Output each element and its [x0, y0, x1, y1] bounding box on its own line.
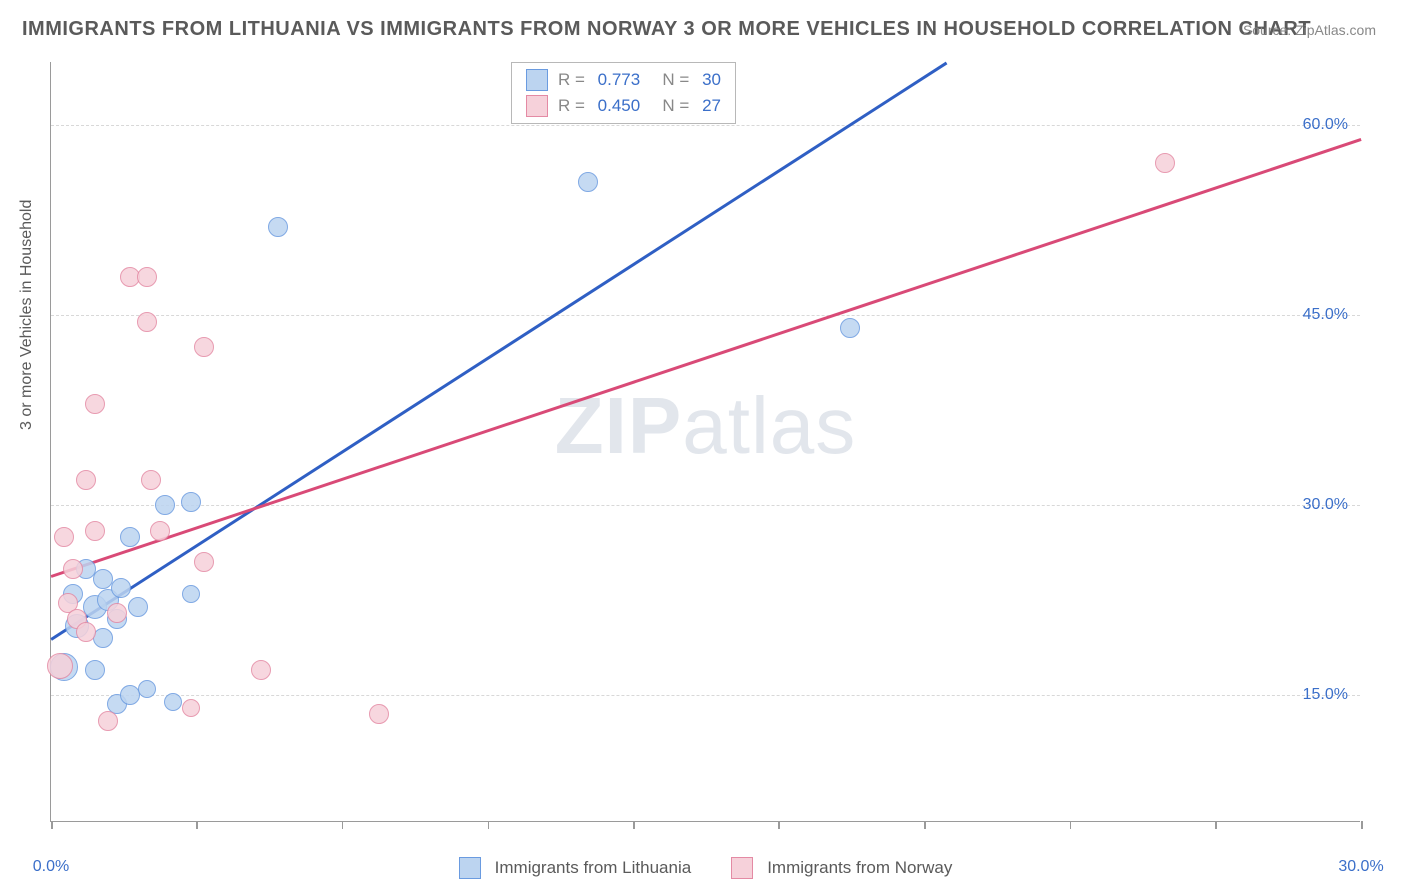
x-tick-label: 30.0% — [1338, 858, 1383, 876]
scatter-marker — [182, 585, 200, 603]
scatter-marker — [47, 653, 73, 679]
scatter-marker — [194, 552, 214, 572]
r-label: R = — [558, 96, 585, 116]
legend-swatch-lithuania — [459, 857, 481, 879]
source-attribution: Source: ZipAtlas.com — [1243, 22, 1376, 38]
scatter-marker — [128, 597, 148, 617]
gridline-horizontal — [51, 125, 1360, 126]
scatter-marker — [840, 318, 860, 338]
scatter-marker — [85, 521, 105, 541]
gridline-horizontal — [51, 695, 1360, 696]
scatter-marker — [76, 470, 96, 490]
scatter-plot: ZIPatlas R = 0.773 N = 30 R = 0.450 N = … — [50, 62, 1360, 822]
scatter-marker — [85, 660, 105, 680]
x-tick-mark — [633, 821, 635, 829]
r-value: 0.773 — [598, 70, 641, 90]
legend-swatch-norway — [731, 857, 753, 879]
x-tick-mark — [778, 821, 780, 829]
x-tick-mark — [1215, 821, 1217, 829]
x-tick-label: 0.0% — [33, 858, 69, 876]
scatter-marker — [164, 693, 182, 711]
r-value: 0.450 — [598, 96, 641, 116]
correlation-legend: R = 0.773 N = 30 R = 0.450 N = 27 — [511, 62, 736, 124]
scatter-marker — [578, 172, 598, 192]
legend-row-lithuania: R = 0.773 N = 30 — [526, 67, 721, 93]
scatter-marker — [141, 470, 161, 490]
scatter-marker — [1155, 153, 1175, 173]
scatter-marker — [93, 628, 113, 648]
y-tick-label: 45.0% — [1303, 306, 1348, 324]
y-tick-label: 30.0% — [1303, 496, 1348, 514]
scatter-marker — [137, 267, 157, 287]
y-tick-label: 15.0% — [1303, 686, 1348, 704]
scatter-marker — [85, 394, 105, 414]
gridline-horizontal — [51, 315, 1360, 316]
legend-item-lithuania: Immigrants from Lithuania — [459, 857, 692, 879]
scatter-marker — [268, 217, 288, 237]
trend-line — [51, 138, 1362, 577]
r-label: R = — [558, 70, 585, 90]
legend-label: Immigrants from Norway — [767, 858, 952, 878]
scatter-marker — [76, 622, 96, 642]
trend-line — [50, 62, 947, 640]
scatter-marker — [120, 685, 140, 705]
scatter-marker — [98, 711, 118, 731]
scatter-marker — [369, 704, 389, 724]
scatter-marker — [120, 527, 140, 547]
y-axis-label: 3 or more Vehicles in Household — [18, 200, 36, 430]
x-tick-mark — [51, 821, 53, 829]
scatter-marker — [137, 312, 157, 332]
scatter-marker — [181, 492, 201, 512]
series-legend: Immigrants from Lithuania Immigrants fro… — [51, 857, 1360, 879]
x-tick-mark — [1361, 821, 1363, 829]
scatter-marker — [155, 495, 175, 515]
scatter-marker — [107, 603, 127, 623]
x-tick-mark — [488, 821, 490, 829]
legend-swatch-lithuania — [526, 69, 548, 91]
legend-label: Immigrants from Lithuania — [495, 858, 692, 878]
scatter-marker — [138, 680, 156, 698]
n-label: N = — [662, 70, 689, 90]
scatter-marker — [150, 521, 170, 541]
scatter-marker — [54, 527, 74, 547]
gridline-horizontal — [51, 505, 1360, 506]
scatter-marker — [182, 699, 200, 717]
n-value: 27 — [702, 96, 721, 116]
y-tick-label: 60.0% — [1303, 116, 1348, 134]
x-tick-mark — [342, 821, 344, 829]
x-tick-mark — [924, 821, 926, 829]
scatter-marker — [251, 660, 271, 680]
legend-swatch-norway — [526, 95, 548, 117]
legend-row-norway: R = 0.450 N = 27 — [526, 93, 721, 119]
scatter-marker — [63, 559, 83, 579]
n-label: N = — [662, 96, 689, 116]
chart-title: IMMIGRANTS FROM LITHUANIA VS IMMIGRANTS … — [22, 18, 1311, 41]
scatter-marker — [194, 337, 214, 357]
watermark-rest: atlas — [682, 381, 856, 470]
legend-item-norway: Immigrants from Norway — [731, 857, 952, 879]
scatter-marker — [111, 578, 131, 598]
x-tick-mark — [1070, 821, 1072, 829]
watermark-bold: ZIP — [555, 381, 682, 470]
n-value: 30 — [702, 70, 721, 90]
x-tick-mark — [196, 821, 198, 829]
